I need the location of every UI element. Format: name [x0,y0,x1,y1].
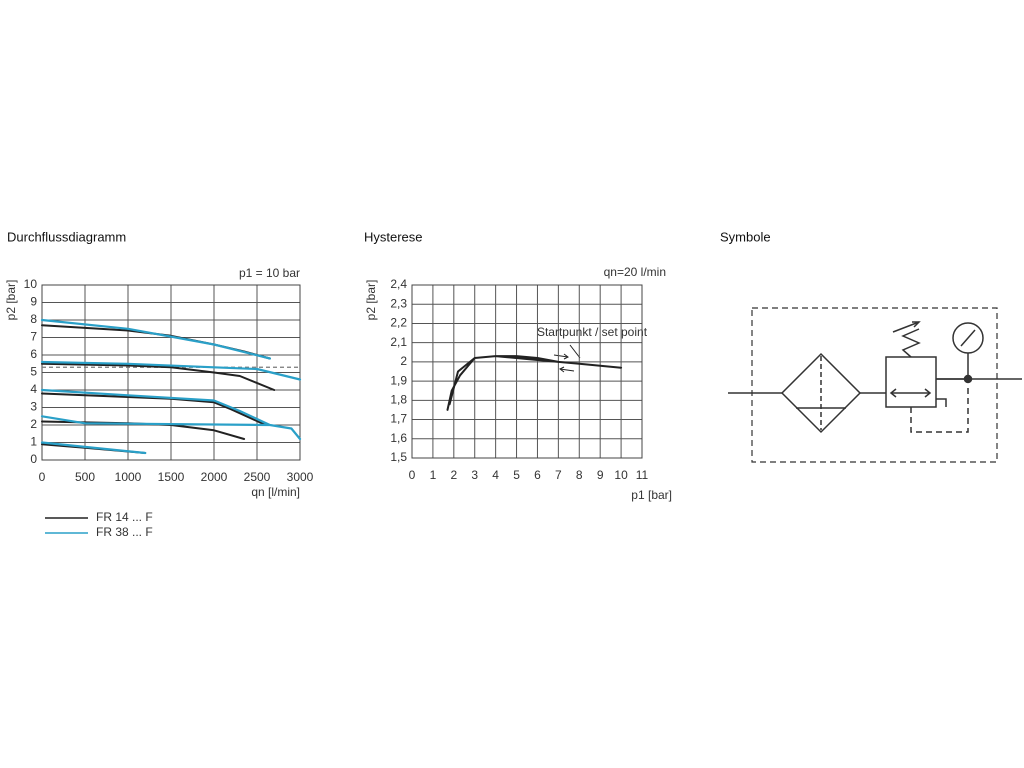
x-tick-label: 1500 [158,470,185,484]
legend-label: FR 38 ... F [96,525,153,539]
x-tick-label: 11 [636,468,649,482]
x-tick-label: 5 [513,468,520,482]
x-tick-label: 6 [534,468,541,482]
section-title: Symbole [720,229,771,244]
x-tick-label: 3 [471,468,478,482]
x-tick-label: 7 [555,468,562,482]
y-tick-label: 8 [30,312,37,326]
y-tick-label: 2,1 [390,335,407,349]
annotation: Startpunkt / set point [537,325,648,339]
y-tick-label: 6 [30,347,37,361]
x-tick-label: 10 [614,468,628,482]
x-tick-label: 0 [39,470,46,484]
y-axis-label: p2 [bar] [4,280,18,321]
y-tick-label: 3 [30,400,37,414]
y-tick-label: 2 [30,417,37,431]
x-tick-label: 500 [75,470,95,484]
y-tick-label: 1,9 [390,373,407,387]
x-tick-label: 1 [430,468,437,482]
y-tick-label: 2,3 [390,296,407,310]
chart-title: Durchflussdiagramm [7,229,126,244]
y-tick-label: 7 [30,330,37,344]
y-tick-label: 2,4 [390,277,407,291]
x-tick-label: 0 [409,468,416,482]
x-tick-label: 2500 [244,470,271,484]
y-tick-label: 9 [30,295,37,309]
y-tick-label: 4 [30,382,37,396]
x-tick-label: 2 [450,468,457,482]
y-tick-label: 10 [24,277,38,291]
y-tick-label: 5 [30,365,37,379]
chart-title: Hysterese [364,229,423,244]
data-line [446,355,623,411]
x-tick-label: 9 [597,468,604,482]
y-tick-label: 1,5 [390,450,407,464]
plot-frame [411,284,643,459]
y-tick-label: 1,8 [390,393,407,407]
x-tick-label: 8 [576,468,583,482]
data-line [41,324,276,454]
x-tick-label: 1000 [115,470,142,484]
data-line [40,318,302,455]
arrows [553,344,581,373]
x-axis-label: qn [l/min] [251,485,300,499]
legend-label: FR 14 ... F [96,510,153,524]
x-tick-label: 2000 [201,470,228,484]
x-tick-label: 3000 [287,470,314,484]
plot-frame [41,284,301,461]
x-tick-label: 4 [492,468,499,482]
y-tick-label: 1,7 [390,412,407,426]
y-tick-label: 2 [400,354,407,368]
y-tick-label: 2,2 [390,316,407,330]
x-axis-label: p1 [bar] [631,488,672,502]
annotation: qn=20 l/min [604,265,666,279]
y-axis-label: p2 [bar] [364,280,378,321]
y-tick-label: 1 [30,435,37,449]
y-tick-label: 0 [30,452,37,466]
y-tick-label: 1,6 [390,431,407,445]
symbol-diagram [728,307,1022,463]
annotation: p1 = 10 bar [239,266,300,280]
